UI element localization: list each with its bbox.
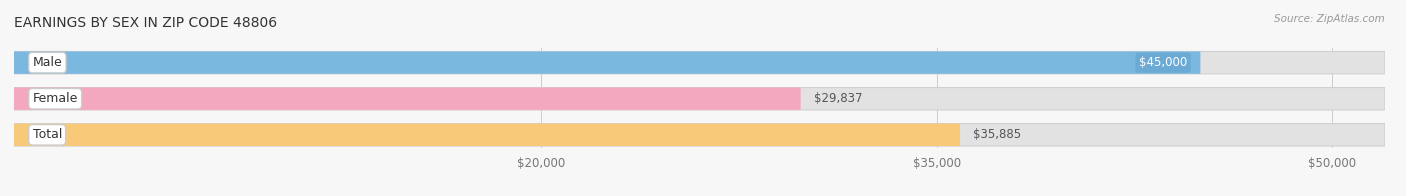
Text: $29,837: $29,837 [814, 92, 862, 105]
FancyBboxPatch shape [14, 88, 1385, 110]
Text: Source: ZipAtlas.com: Source: ZipAtlas.com [1274, 14, 1385, 24]
FancyBboxPatch shape [14, 124, 960, 146]
Text: Female: Female [32, 92, 77, 105]
Text: Total: Total [32, 128, 62, 141]
FancyBboxPatch shape [14, 52, 1201, 74]
FancyBboxPatch shape [14, 52, 1385, 74]
Text: Male: Male [32, 56, 62, 69]
Text: EARNINGS BY SEX IN ZIP CODE 48806: EARNINGS BY SEX IN ZIP CODE 48806 [14, 16, 277, 30]
Text: $35,885: $35,885 [973, 128, 1021, 141]
FancyBboxPatch shape [14, 124, 1385, 146]
Text: $45,000: $45,000 [1139, 56, 1187, 69]
FancyBboxPatch shape [14, 88, 800, 110]
